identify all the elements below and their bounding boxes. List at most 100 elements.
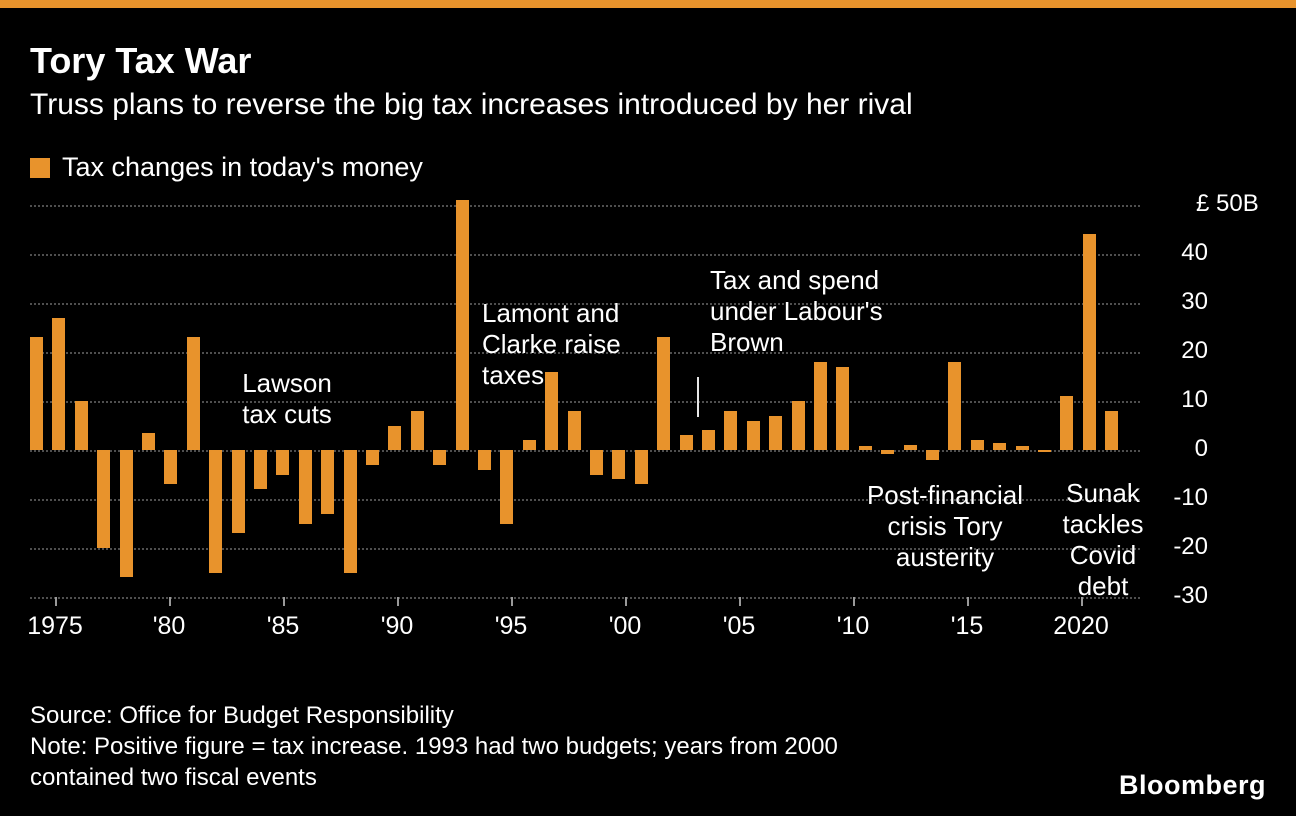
bar-17	[410, 410, 424, 450]
annotation-austerity: Post-financial crisis Tory austerity	[866, 480, 1024, 572]
bar-7	[186, 337, 200, 450]
legend-swatch-icon	[30, 157, 50, 178]
chart-subtitle: Truss plans to reverse the big tax incre…	[30, 88, 913, 121]
y-axis-label--30: -30	[1173, 582, 1208, 609]
bar-48	[1105, 410, 1119, 450]
bar-11	[276, 450, 290, 475]
bar-24	[567, 410, 581, 450]
bar-16	[388, 425, 402, 450]
x-tick-'10	[853, 597, 855, 606]
bar-9	[231, 450, 245, 534]
x-axis-label-'80: '80	[152, 612, 186, 640]
gridline-0	[30, 450, 1140, 452]
legend-label: Tax changes in today's money	[62, 152, 423, 182]
source-text: Source: Office for Budget Responsibility	[30, 702, 454, 729]
annotation-lamont-clarke: Lamont and Clarke raise taxes	[482, 298, 621, 390]
y-axis-label-50: £ 50B	[1196, 190, 1259, 217]
bar-8	[209, 450, 223, 573]
x-axis-label-'05: '05	[722, 612, 756, 640]
gridline--20	[30, 548, 1140, 550]
bar-40	[926, 450, 939, 460]
bar-42	[970, 440, 984, 450]
bar-21	[500, 450, 514, 524]
bar-38	[881, 450, 895, 454]
bar-35	[814, 361, 827, 450]
bar-12	[298, 450, 312, 524]
gridline-20	[30, 352, 1140, 354]
annotation-sunak: Sunak tackles Covid debt	[1062, 478, 1144, 601]
accent-strip	[0, 0, 1296, 8]
bar-34	[791, 401, 805, 450]
annotation-pointer-line	[697, 377, 699, 417]
gridline-30	[30, 303, 1140, 305]
bar-13	[321, 450, 335, 514]
bar-2	[74, 401, 88, 450]
bar-29	[679, 435, 693, 450]
bar-47	[1082, 234, 1096, 450]
bar-3	[97, 450, 111, 548]
legend: Tax changes in today's money	[30, 152, 423, 183]
x-axis-label-'15: '15	[950, 612, 984, 640]
bar-26	[612, 450, 626, 480]
bar-44	[1015, 446, 1029, 450]
x-tick-'95	[511, 597, 513, 606]
bar-41	[948, 361, 962, 450]
bloomberg-logo: Bloomberg	[1118, 770, 1266, 800]
bar-1	[52, 317, 66, 450]
x-tick-'85	[283, 597, 285, 606]
x-axis-label-'00: '00	[608, 612, 642, 640]
bar-15	[366, 450, 379, 465]
footer-notes: Source: Office for Budget Responsibility…	[30, 700, 838, 793]
bar-20	[478, 450, 491, 470]
bar-22	[522, 440, 536, 450]
gridline-50	[30, 205, 1140, 207]
gridline--30	[30, 597, 1140, 599]
x-tick-1975	[55, 597, 57, 606]
bar-4	[119, 450, 133, 578]
bar-28	[657, 337, 671, 450]
bar-19	[455, 200, 469, 450]
y-axis-label-40: 40	[1181, 239, 1208, 266]
bar-39	[903, 445, 917, 450]
bar-43	[993, 442, 1007, 450]
bar-45	[1038, 450, 1051, 453]
y-axis-label-10: 10	[1181, 386, 1208, 413]
y-axis-label--20: -20	[1173, 533, 1208, 560]
bar-46	[1060, 396, 1074, 450]
y-axis-label-20: 20	[1181, 337, 1208, 364]
x-axis-label-'10: '10	[836, 612, 870, 640]
x-tick-'80	[169, 597, 171, 606]
bar-10	[254, 450, 267, 490]
bar-18	[433, 450, 447, 465]
x-tick-'05	[739, 597, 741, 606]
annotation-lawson: Lawson tax cuts	[242, 368, 332, 429]
bar-5	[142, 432, 155, 450]
y-axis-label-0: 0	[1194, 435, 1208, 462]
bar-0	[30, 337, 43, 450]
x-tick-'90	[397, 597, 399, 606]
x-tick-'00	[625, 597, 627, 606]
bar-32	[746, 420, 760, 450]
bar-27	[634, 450, 648, 485]
gridline--10	[30, 499, 1140, 501]
note-line-1: Note: Positive figure = tax increase. 19…	[30, 733, 838, 760]
x-axis-label-'90: '90	[380, 612, 414, 640]
bar-33	[769, 415, 783, 450]
gridline-40	[30, 254, 1140, 256]
annotation-labour-brown: Tax and spend under Labour's Brown	[710, 265, 883, 357]
x-axis-label-'95: '95	[494, 612, 528, 640]
y-axis-label--10: -10	[1173, 484, 1208, 511]
bar-31	[724, 410, 738, 450]
gridline-10	[30, 401, 1140, 403]
x-axis-label-1975: 1975	[27, 612, 83, 640]
bar-30	[702, 430, 715, 450]
plot-area: £ 50B 40 30 20 10 0 -10 -20 -30 1975 '80 '85 '90 '95 '…	[27, 190, 1270, 660]
bar-36	[836, 366, 850, 450]
bar-37	[858, 446, 872, 450]
x-axis-label-2020: 2020	[1053, 612, 1109, 640]
bar-25	[590, 450, 603, 475]
x-axis-label-'85: '85	[266, 612, 300, 640]
bar-14	[343, 450, 357, 573]
x-tick-'15	[967, 597, 969, 606]
